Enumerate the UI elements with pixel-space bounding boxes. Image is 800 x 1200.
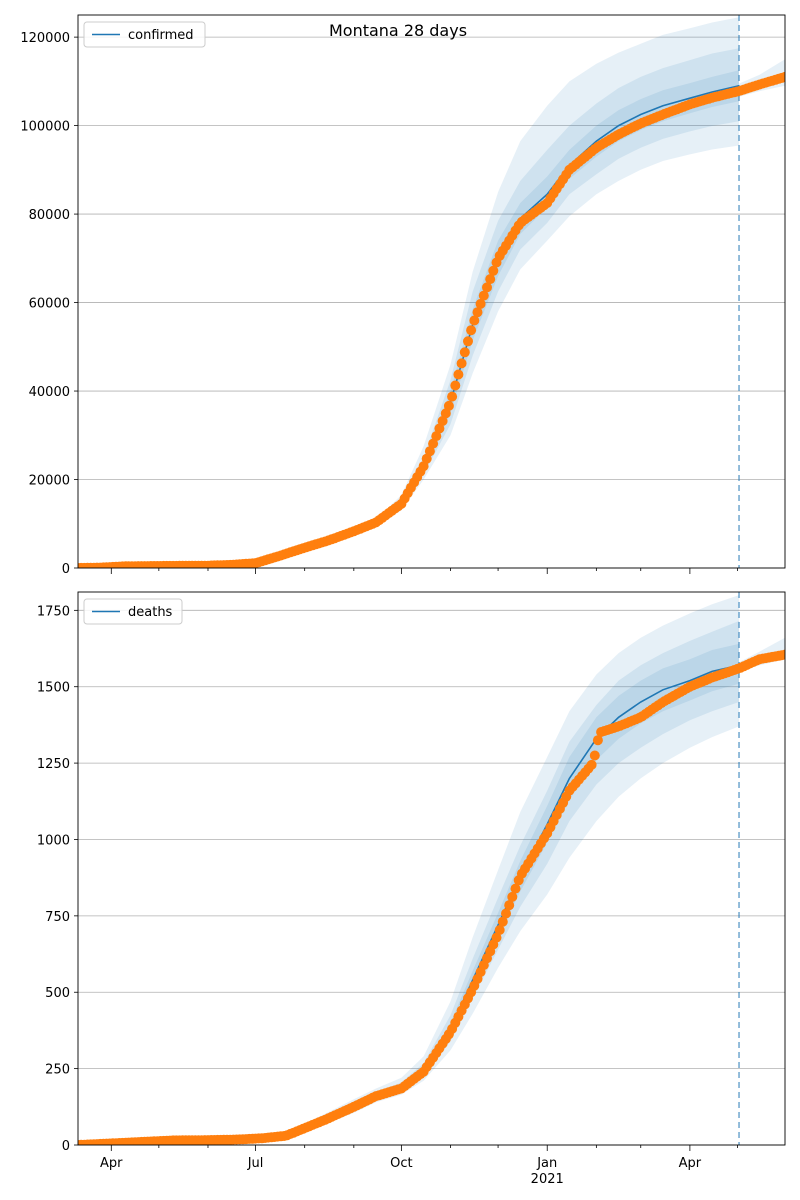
- legend-box: [83, 598, 183, 625]
- deaths-panel: 0 250 500 750 1000 1250 1500 1750 Apr Jul Oct Jan Ap…: [37, 591, 786, 1187]
- y-tick-label: 20000: [29, 474, 70, 489]
- observed-point: [472, 307, 483, 318]
- y-tick-label: 250: [45, 1063, 70, 1078]
- observed-point: [428, 438, 439, 449]
- observed-point: [589, 750, 600, 761]
- observed-point: [504, 900, 515, 911]
- observed-point: [497, 916, 508, 927]
- observed-point: [434, 423, 445, 434]
- observed-point: [424, 446, 435, 457]
- y-tick-label: 120000: [20, 31, 70, 46]
- y-tick-label: 1000: [37, 833, 70, 848]
- observed-point: [431, 431, 442, 442]
- y-tick-label: 60000: [29, 297, 70, 312]
- x-tick-label: Apr: [679, 1156, 702, 1171]
- observed-point: [482, 282, 492, 293]
- x-tick-label: Jan: [536, 1156, 557, 1171]
- observed-point: [780, 71, 785, 82]
- axes-frame: [77, 591, 786, 1146]
- observed-point: [485, 274, 496, 285]
- legend-box: [83, 21, 206, 48]
- observed-point: [450, 380, 461, 391]
- observed-point: [463, 336, 473, 347]
- x-year-label: 2021: [531, 1172, 564, 1187]
- legend-label: deaths: [128, 605, 173, 620]
- confirmed-panel: 0 20000 40000 60000 80000 100000 120000 confirm…: [20, 14, 786, 577]
- observed-point: [592, 735, 603, 746]
- observed-point: [491, 932, 502, 943]
- uncertainty-band: [304, 643, 739, 1130]
- legend-label: confirmed: [128, 28, 194, 43]
- observed-point: [459, 347, 470, 358]
- y-tick-label: 40000: [29, 385, 70, 400]
- y-tick-label: 1250: [37, 757, 70, 772]
- observed-point: [469, 315, 480, 326]
- axes-frame: [77, 14, 786, 569]
- y-tick-label: 750: [45, 910, 70, 925]
- uncertainty-band: [304, 595, 739, 1133]
- observed-point: [475, 298, 486, 309]
- observed-point: [478, 290, 489, 301]
- observed-point: [488, 265, 499, 276]
- plot-area: [78, 592, 785, 1145]
- observed-point: [501, 908, 511, 919]
- x-tick-label: Jul: [247, 1156, 264, 1171]
- y-tick-label: 100000: [20, 120, 70, 135]
- y-tick-label: 0: [62, 1139, 70, 1154]
- observed-point: [418, 461, 429, 472]
- y-tick-label: 1750: [37, 604, 70, 619]
- figure-title: Montana 28 days: [329, 21, 467, 40]
- observed-point: [466, 325, 477, 336]
- uncertainty-band: [376, 17, 739, 526]
- observed-point: [494, 925, 505, 935]
- y-tick-label: 0: [62, 562, 70, 577]
- y-tick-label: 80000: [29, 208, 70, 223]
- observed-point: [510, 883, 521, 894]
- observed-point: [440, 408, 451, 419]
- y-tick-label: 500: [45, 986, 70, 1001]
- observed-point: [421, 453, 432, 464]
- observed-point: [437, 416, 448, 426]
- x-tick-label: Oct: [390, 1156, 412, 1171]
- x-tick-label: Apr: [100, 1156, 123, 1171]
- plot-area: [78, 15, 785, 568]
- observed-point: [507, 891, 518, 902]
- observed-point: [443, 400, 454, 411]
- observed-point: [447, 391, 458, 402]
- observed-point: [780, 649, 785, 660]
- observed-point: [456, 358, 467, 369]
- y-tick-label: 1500: [37, 681, 70, 696]
- observed-point: [453, 369, 464, 380]
- observed-point: [586, 759, 597, 770]
